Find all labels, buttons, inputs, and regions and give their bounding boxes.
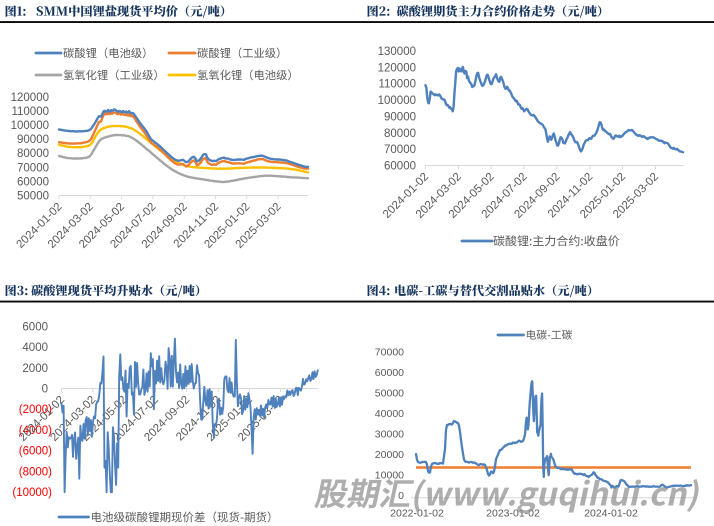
svg-text:20000: 20000 [375, 449, 404, 461]
svg-text:130000: 130000 [378, 46, 416, 58]
svg-text:60000: 60000 [384, 161, 416, 173]
svg-text:90000: 90000 [384, 111, 416, 123]
svg-text:90000: 90000 [17, 134, 49, 146]
svg-text:2024-01-02: 2024-01-02 [584, 508, 638, 520]
svg-text:2000: 2000 [22, 363, 48, 375]
svg-text:70000: 70000 [375, 347, 404, 359]
svg-text:40000: 40000 [375, 408, 404, 420]
svg-text:4000: 4000 [22, 342, 48, 354]
svg-text:120000: 120000 [11, 92, 49, 104]
svg-text:80000: 80000 [384, 128, 416, 140]
svg-text:(10000): (10000) [12, 487, 52, 499]
svg-text:30000: 30000 [375, 429, 404, 441]
svg-text:60000: 60000 [17, 176, 49, 188]
svg-text:50000: 50000 [17, 191, 49, 203]
svg-text:120000: 120000 [378, 62, 416, 74]
svg-text:110000: 110000 [11, 106, 49, 118]
svg-text:0: 0 [398, 490, 404, 502]
svg-text:0: 0 [42, 384, 48, 396]
svg-text:(8000): (8000) [19, 466, 52, 478]
svg-text:(4000): (4000) [19, 425, 52, 437]
svg-text:80000: 80000 [17, 148, 49, 160]
svg-text:100000: 100000 [378, 95, 416, 107]
svg-text:(2000): (2000) [19, 404, 52, 416]
svg-text:50000: 50000 [375, 388, 404, 400]
svg-text:100000: 100000 [11, 120, 49, 132]
svg-text:6000: 6000 [22, 321, 48, 333]
svg-text:60000: 60000 [375, 367, 404, 379]
svg-text:70000: 70000 [384, 144, 416, 156]
svg-text:(6000): (6000) [19, 446, 52, 458]
svg-text:2022-01-02: 2022-01-02 [390, 508, 444, 520]
svg-text:70000: 70000 [17, 162, 49, 174]
svg-text:110000: 110000 [378, 79, 416, 91]
svg-text:10000: 10000 [375, 470, 404, 482]
